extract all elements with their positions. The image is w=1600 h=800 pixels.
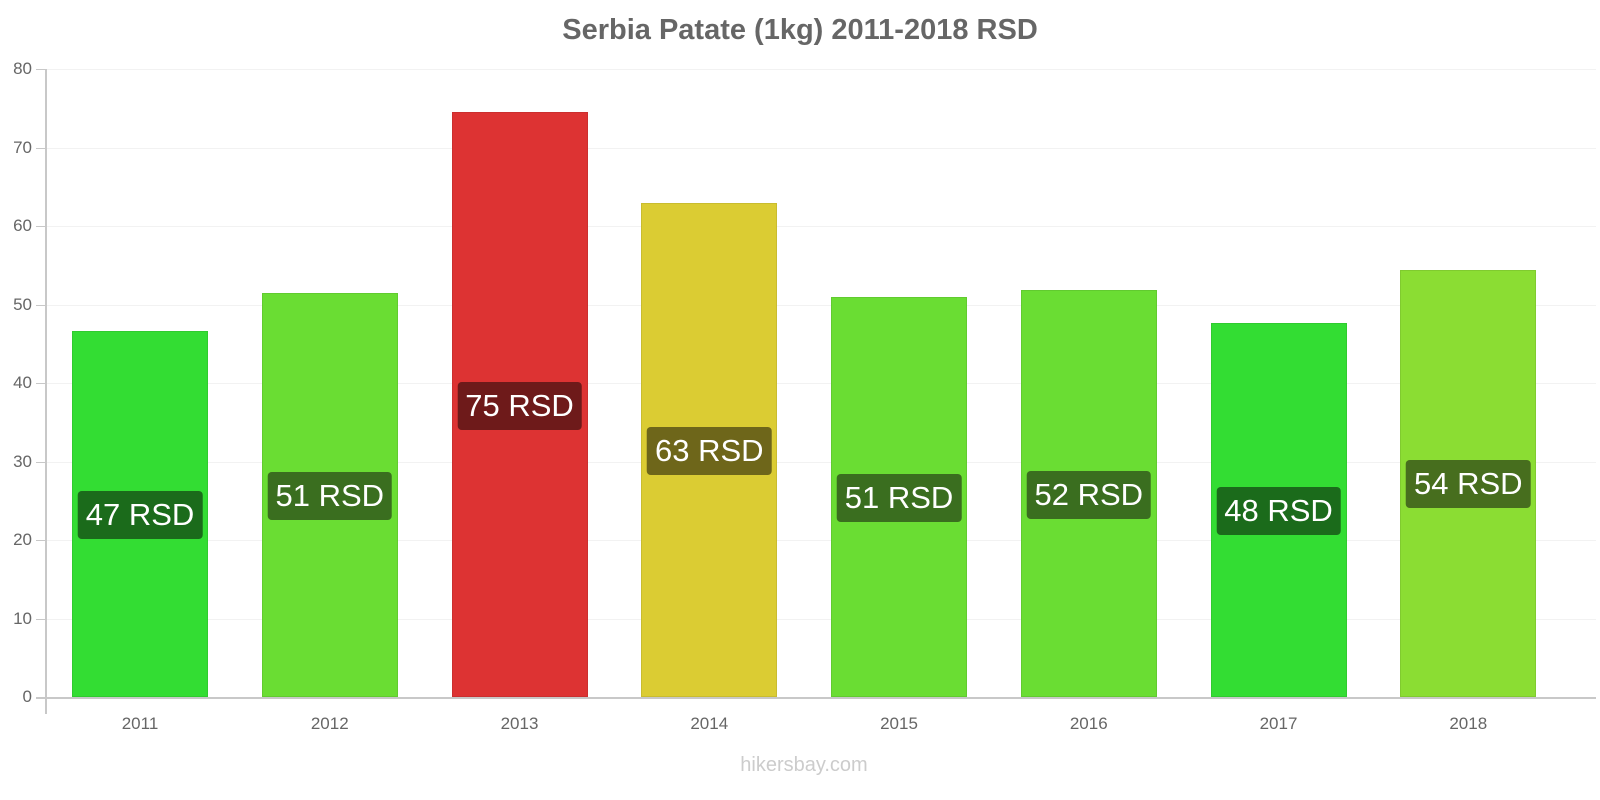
y-tick-label: 70 [13,137,32,157]
y-tick-label: 60 [13,216,32,235]
bar-value-label: 75 RSD [457,381,582,430]
bar-value-label: 51 RSD [836,473,962,522]
bar-value-label: 48 RSD [1216,487,1341,536]
bar-2015[interactable]: 51 RSD [831,296,967,697]
x-tick-label: 2016 [1069,714,1108,733]
y-tick-mark [36,304,46,306]
y-axis-line [45,69,47,714]
y-tick-label: 10 [13,608,32,628]
bar-2011[interactable]: 47 RSD [72,331,208,697]
x-tick-label: 2018 [1449,714,1488,733]
y-tick-mark [36,69,46,70]
y-tick-label: 50 [13,294,32,314]
gridline [46,383,1596,384]
bar-value-label: 54 RSD [1405,460,1531,509]
gridline [46,540,1596,541]
gridline [46,461,1596,463]
y-tick-label: 40 [13,373,32,392]
bar-2012[interactable]: 51 RSD [261,292,398,697]
y-tick-label: 20 [13,530,32,549]
bar-value-label: 52 RSD [1026,470,1152,519]
bar-value-label: 63 RSD [646,427,772,476]
y-tick-label: 30 [13,451,32,471]
chart-title: Serbia Patate (1kg) 2011-2018 RSD [562,14,1038,46]
watermark: hikersbay.com [740,754,868,776]
y-tick-mark [36,147,46,149]
plot-area: 47 RSD 51 RSD 75 RSD 63 RSD 51 RSD 52 RSD 48 R… [46,69,1596,697]
bar-2017[interactable]: 48 RSD [1210,323,1347,697]
x-tick-label: 2011 [121,714,159,733]
y-tick-label: 80 [13,59,32,78]
bar-value-label: 47 RSD [77,491,203,540]
y-tick-mark [36,540,46,541]
x-axis-line [36,697,1596,699]
gridline [46,69,1596,70]
y-tick-mark [36,618,46,620]
x-tick-label: 2014 [690,714,729,733]
gridline [46,618,1596,620]
bar-2014[interactable]: 63 RSD [641,203,778,697]
y-tick-mark [36,383,46,384]
y-tick-mark [36,461,46,463]
bar-2016[interactable]: 52 RSD [1020,290,1157,697]
gridline [46,226,1596,227]
bar-2013[interactable]: 75 RSD [451,112,588,697]
x-tick-label: 2012 [310,714,349,733]
y-tick-label: 0 [22,687,32,706]
y-tick-mark [36,226,46,227]
x-tick-label: 2013 [500,714,539,733]
bar-value-label: 51 RSD [267,471,393,520]
gridline [46,147,1596,149]
x-tick-label: 2015 [880,714,918,733]
gridline [46,304,1596,306]
bar-2018[interactable]: 54 RSD [1400,269,1537,697]
x-tick-label: 2017 [1259,714,1298,733]
